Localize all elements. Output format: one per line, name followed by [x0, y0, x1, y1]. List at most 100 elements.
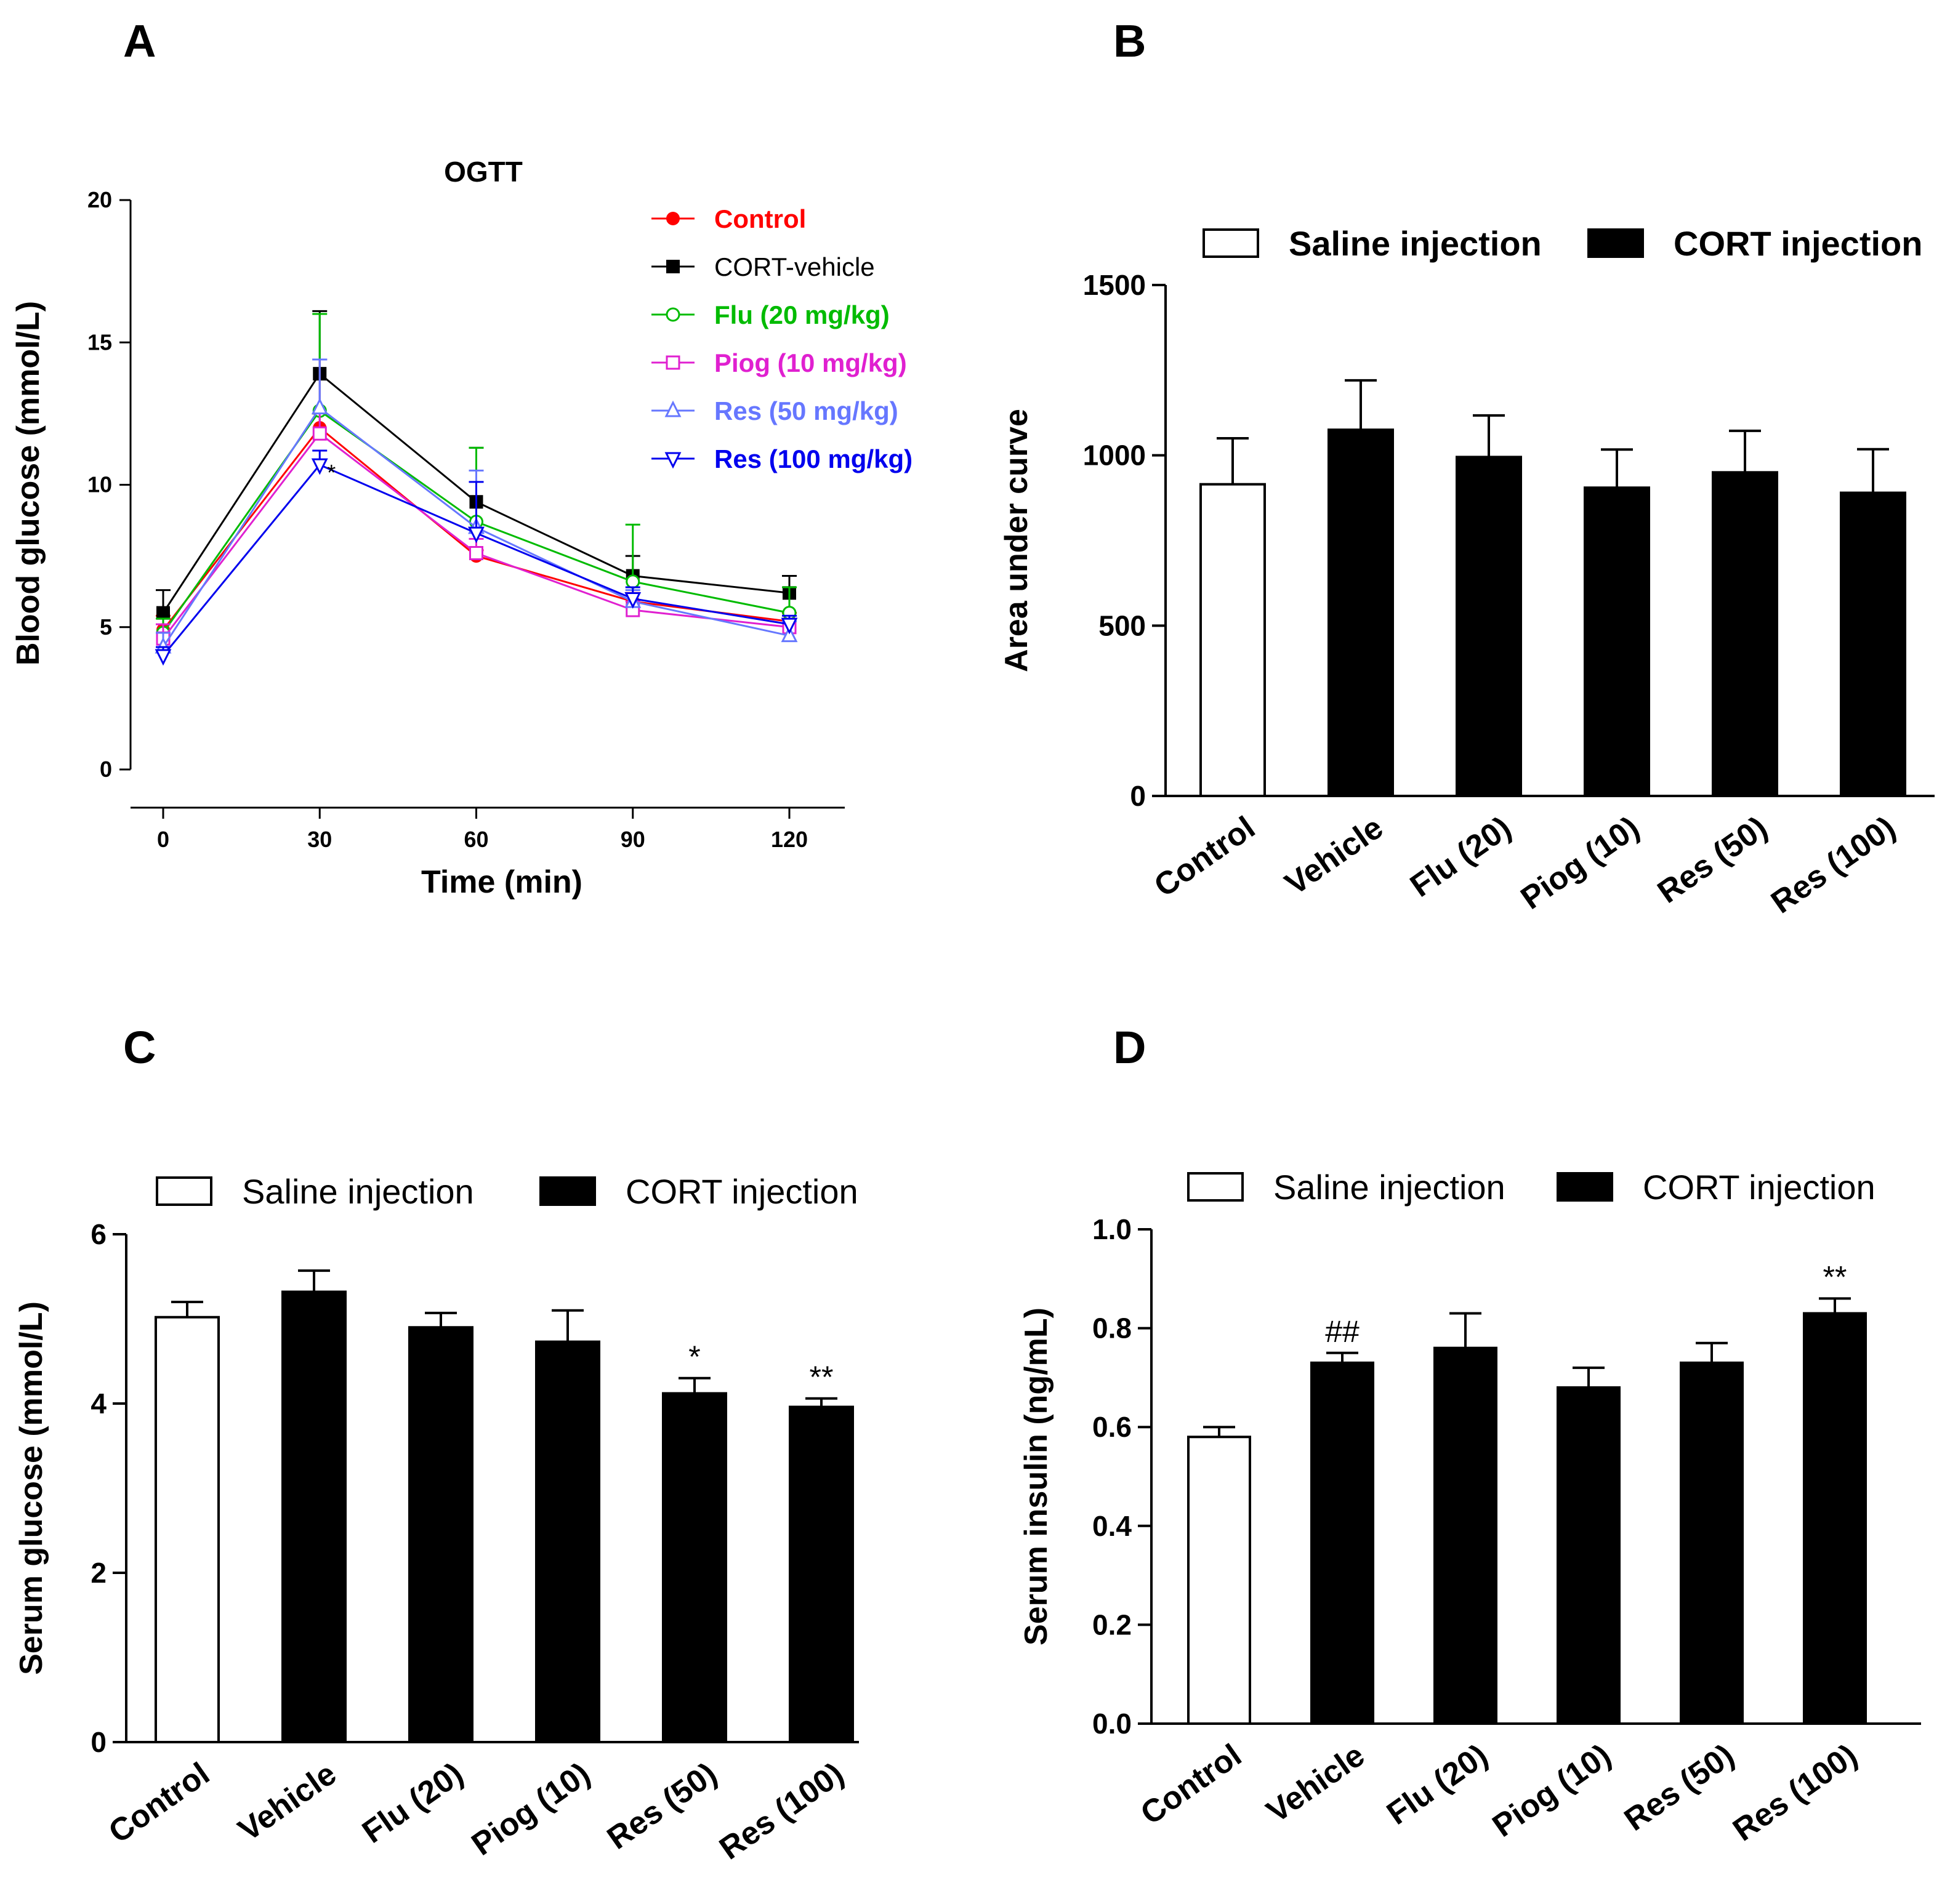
category-label: Res (100)	[1765, 809, 1902, 920]
y-axis-title: Serum insulin (ng/mL)	[1018, 1307, 1054, 1645]
legend-label-saline: Saline injection	[242, 1172, 474, 1211]
a-data-point	[311, 398, 328, 415]
y-tick-label: 0.6	[1092, 1411, 1132, 1443]
category-label: Piog (10)	[1486, 1737, 1618, 1844]
significance-label: **	[1823, 1259, 1847, 1294]
legend-label-saline: Saline injection	[1289, 224, 1542, 263]
a-legend-label: Control	[714, 204, 806, 233]
a-legend-marker	[666, 307, 680, 322]
category-label: Res (100)	[713, 1756, 850, 1866]
panel-letter-a: A	[123, 15, 156, 66]
category-label: Res (50)	[1651, 809, 1774, 910]
a-legend-marker	[666, 260, 680, 273]
y-tick-label: 2	[91, 1557, 107, 1589]
category-label: Vehicle	[232, 1756, 343, 1848]
y-tick-label: 500	[1098, 609, 1146, 641]
significance-label: ##	[1325, 1314, 1360, 1349]
category-label: Piog (10)	[1515, 809, 1646, 916]
a-data-point	[155, 649, 172, 666]
category-label: Res (100)	[1726, 1737, 1864, 1848]
a-annotation: *	[327, 460, 336, 485]
y-axis-title: Serum glucose (mmol/L)	[14, 1301, 49, 1675]
a-legend-label: CORT-vehicle	[714, 252, 875, 281]
a-series-5	[155, 449, 798, 666]
legend-swatch-saline	[1187, 1172, 1244, 1202]
category-label: Flu (20)	[1404, 809, 1518, 904]
a-x-tick-label: 120	[771, 827, 808, 852]
bar	[1187, 1436, 1251, 1725]
a-x-tick-label: 90	[621, 827, 645, 852]
y-tick-label: 0	[1130, 780, 1146, 812]
legend-swatch-cort	[1557, 1172, 1613, 1202]
a-x-tick-label: 0	[157, 827, 169, 852]
category-label: Flu (20)	[356, 1756, 470, 1850]
bar	[1584, 486, 1650, 797]
legend-label-cort: CORT injection	[626, 1172, 858, 1211]
bar	[155, 1316, 220, 1743]
legend-label-saline: Saline injection	[1273, 1168, 1505, 1207]
bar	[1433, 1346, 1497, 1725]
y-axis-title: Area under curve	[999, 409, 1034, 672]
category-label: Res (50)	[1618, 1737, 1741, 1838]
y-tick-label: 1500	[1083, 269, 1146, 301]
panel-d-serum-insulin-chart: 0.0 0.2 0.4 0.6 0.8 1.0 Control Vehicle ## Flu (2…	[1018, 1168, 1921, 1848]
y-tick-label: 6	[91, 1218, 107, 1250]
legend-label-cort: CORT injection	[1674, 224, 1922, 263]
category-label: Control	[102, 1756, 216, 1850]
a-data-point	[781, 617, 798, 635]
bar	[535, 1340, 600, 1743]
a-data-point	[312, 426, 327, 441]
a-legend-marker	[666, 212, 680, 225]
a-chart-title: OGTT	[444, 156, 523, 188]
bar	[1328, 428, 1394, 797]
a-legend-marker	[664, 452, 682, 469]
category-label: Control	[1148, 809, 1262, 904]
legend-swatch-saline	[156, 1176, 212, 1206]
a-legend-label: Flu (20 mg/kg)	[714, 300, 890, 329]
a-legend-marker	[664, 400, 682, 417]
panel-letter-b: B	[1113, 15, 1146, 66]
a-x-tick-label: 60	[464, 827, 488, 852]
a-legend-label: Res (100 mg/kg)	[714, 444, 913, 473]
a-y-axis-title: Blood glucose (mmol/L)	[10, 301, 46, 665]
y-tick-label: 0.2	[1092, 1609, 1132, 1641]
a-data-point	[469, 546, 483, 560]
a-x-axis-title: Time (min)	[421, 864, 582, 900]
y-tick-label: 0.4	[1092, 1510, 1132, 1542]
category-label: Res (50)	[601, 1756, 723, 1857]
legend-swatch-saline	[1203, 228, 1259, 258]
a-y-tick-label: 20	[87, 187, 112, 212]
category-label: Vehicle	[1260, 1737, 1371, 1830]
category-label: Control	[1134, 1737, 1248, 1832]
bar	[1310, 1361, 1374, 1725]
y-tick-label: 4	[91, 1388, 107, 1420]
bar	[1199, 483, 1266, 797]
category-label: Piog (10)	[465, 1756, 597, 1862]
a-data-point	[781, 625, 798, 643]
legend-label-cort: CORT injection	[1643, 1168, 1875, 1207]
bar	[281, 1290, 347, 1743]
panel-letter-c: C	[123, 1022, 156, 1073]
category-label: Vehicle	[1279, 809, 1390, 902]
panel-b-auc-chart: 0 500 1000 1500 Control Vehicle Flu (20)Piog (…	[999, 224, 1935, 920]
y-tick-label: 0.0	[1092, 1708, 1132, 1740]
a-y-tick-label: 5	[100, 614, 112, 640]
y-tick-label: 1000	[1083, 440, 1146, 472]
significance-label: *	[688, 1340, 700, 1374]
bar	[789, 1405, 854, 1743]
a-data-point	[624, 592, 642, 609]
a-y-tick-label: 15	[87, 329, 112, 355]
a-data-point	[468, 526, 485, 544]
bar	[662, 1392, 727, 1743]
bar	[1456, 456, 1522, 797]
legend-swatch-cort	[539, 1176, 596, 1206]
y-tick-label: 0	[91, 1726, 107, 1758]
significance-label: **	[810, 1360, 834, 1394]
legend-swatch-cort	[1587, 228, 1644, 258]
a-y-tick-label: 10	[87, 472, 112, 497]
a-y-tick-label: 0	[100, 757, 112, 782]
y-tick-label: 0.8	[1092, 1312, 1132, 1344]
bar	[1557, 1386, 1621, 1725]
category-label: Flu (20)	[1380, 1737, 1494, 1832]
bar	[1840, 491, 1906, 797]
